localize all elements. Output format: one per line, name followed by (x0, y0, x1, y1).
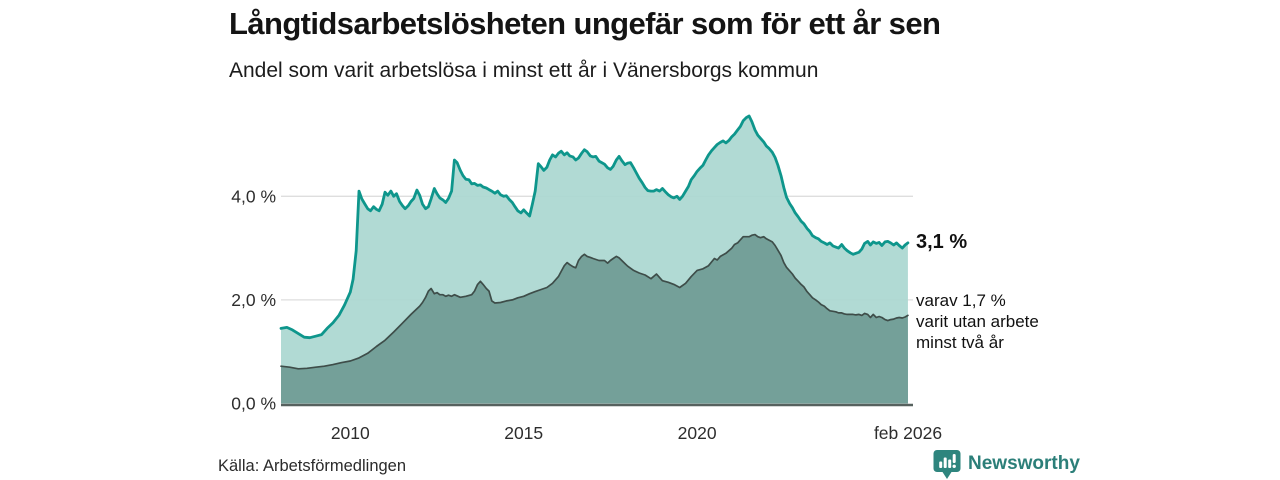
newsworthy-brand-link[interactable]: Newsworthy (933, 449, 1080, 479)
two-year-area (281, 234, 908, 404)
newsworthy-wordmark: Newsworthy (968, 453, 1080, 474)
series-end-label-two-year: varav 1,7 % varit utan arbete minst två … (916, 291, 1039, 352)
source-note: Källa: Arbetsförmedlingen (218, 457, 407, 475)
y-tick-label: 0,0 % (231, 394, 276, 414)
two-year-line (280, 233, 909, 370)
page-title: Långtidsarbetslösheten ungefär som för e… (229, 6, 941, 41)
x-tick-label: feb 2026 (874, 423, 942, 443)
series-end-label-total: 3,1 % (916, 231, 968, 253)
x-tick-label: 2020 (678, 423, 717, 443)
y-tick-label: 2,0 % (231, 290, 276, 310)
total-line (279, 114, 910, 340)
y-tick-label: 4,0 % (231, 186, 276, 206)
x-tick-label: 2010 (331, 423, 370, 443)
newsworthy-logo-icon (933, 449, 961, 479)
x-tick-label: 2015 (504, 423, 543, 443)
page-subtitle: Andel som varit arbetslösa i minst ett å… (229, 59, 819, 82)
